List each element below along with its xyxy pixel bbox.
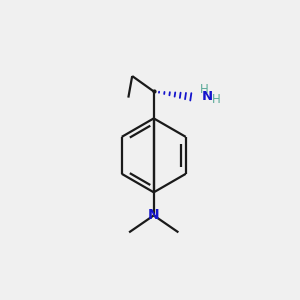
Text: N: N bbox=[148, 208, 160, 222]
Text: H: H bbox=[200, 82, 209, 96]
Text: N: N bbox=[202, 90, 213, 103]
Text: H: H bbox=[212, 93, 220, 106]
